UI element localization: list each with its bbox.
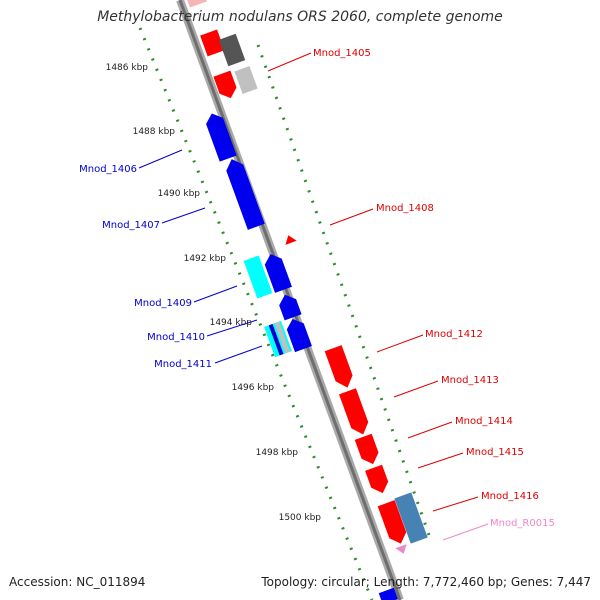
gene-feature-1409[interactable] [243,255,273,299]
genome-summary-text: Topology: circular; Length: 7,772,460 bp… [261,575,591,589]
gene-label-reverse[interactable]: Mnod_1407 [102,220,160,231]
gene-feature-1414[interactable] [354,433,382,467]
scale-tick-label: 1498 kbp [256,448,299,458]
scale-tick-label: 1486 kbp [106,63,149,73]
gene-feature-1416[interactable] [377,500,410,547]
scale-tick-label: 1496 kbp [232,383,275,393]
accession-text: Accession: NC_011894 [9,575,146,589]
gene-feature-blue-2[interactable] [276,292,302,321]
forward-leader-lines [267,52,479,512]
gene-label-forward[interactable]: Mnod_1405 [313,48,371,59]
gene-label-forward[interactable]: Mnod_1414 [455,416,513,427]
gene-feature-top-cut[interactable] [186,0,207,8]
rna-feature-R0015[interactable] [395,544,409,556]
gene-feature-steelblue[interactable] [394,492,428,544]
gene-label-forward[interactable]: Mnod_1412 [425,329,483,340]
rna-leader-line [442,523,489,541]
gene-feature-1407[interactable] [223,156,265,230]
gene-label-reverse[interactable]: Mnod_1411 [154,359,212,370]
gene-feature-1412[interactable] [324,345,356,391]
gene-label-forward[interactable]: Mnod_1408 [376,203,434,214]
inner-tick-track [138,27,374,600]
gene-label-reverse[interactable]: Mnod_1406 [79,164,137,175]
reverse-leader-lines [138,149,263,364]
gene-feature-1411[interactable] [284,316,312,353]
scale-tick-label: 1492 kbp [184,254,227,264]
gene-label-rna[interactable]: Mnod_R0015 [490,518,555,529]
gene-feature-blue-1[interactable] [262,251,292,293]
gene-label-reverse[interactable]: Mnod_1409 [134,298,192,309]
gene-label-reverse[interactable]: Mnod_1410 [147,332,205,343]
scale-tick-label: 1488 kbp [133,127,176,137]
gene-feature-1410[interactable] [264,320,292,358]
gene-feature-1406[interactable] [203,110,237,162]
scale-tick-label: 1500 kbp [279,513,322,523]
gene-feature-1415[interactable] [365,464,391,497]
scale-tick-label: 1494 kbp [210,318,253,328]
gene-feature-1405b[interactable] [213,70,239,102]
gene-feature-gray-2[interactable] [234,65,258,95]
gene-label-forward[interactable]: Mnod_1413 [441,375,499,386]
gene-label-forward[interactable]: Mnod_1416 [481,491,539,502]
gene-feature-1405a[interactable] [200,29,225,57]
gene-feature-1413[interactable] [339,388,372,437]
rna-feature-1408[interactable] [283,233,297,245]
scale-tick-label: 1490 kbp [158,189,201,199]
gene-label-forward[interactable]: Mnod_1415 [466,447,524,458]
gene-feature-gray-1[interactable] [218,33,246,67]
gene-feature-bottom-cut[interactable] [378,587,398,600]
map-title: Methylobacterium nodulans ORS 2060, comp… [97,9,503,25]
